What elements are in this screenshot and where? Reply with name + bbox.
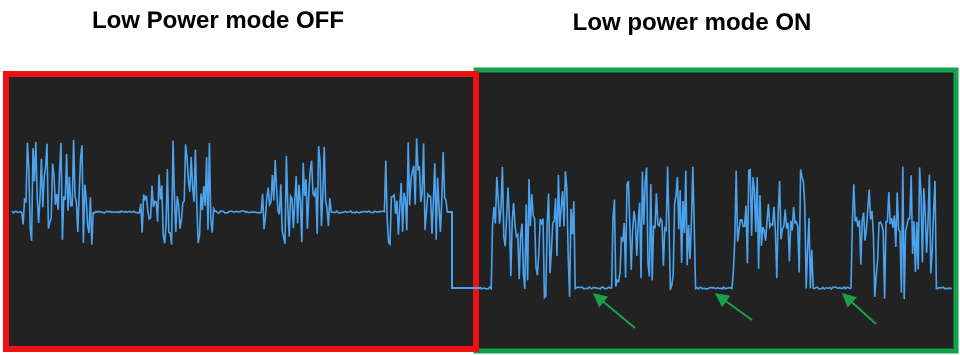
page: Low Power mode OFF Low power mode ON (()… xyxy=(0,0,960,355)
title-right: Low power mode ON xyxy=(573,9,812,36)
title-left: Low Power mode OFF xyxy=(92,7,344,34)
figure: Low Power mode OFF Low power mode ON xyxy=(0,0,960,355)
